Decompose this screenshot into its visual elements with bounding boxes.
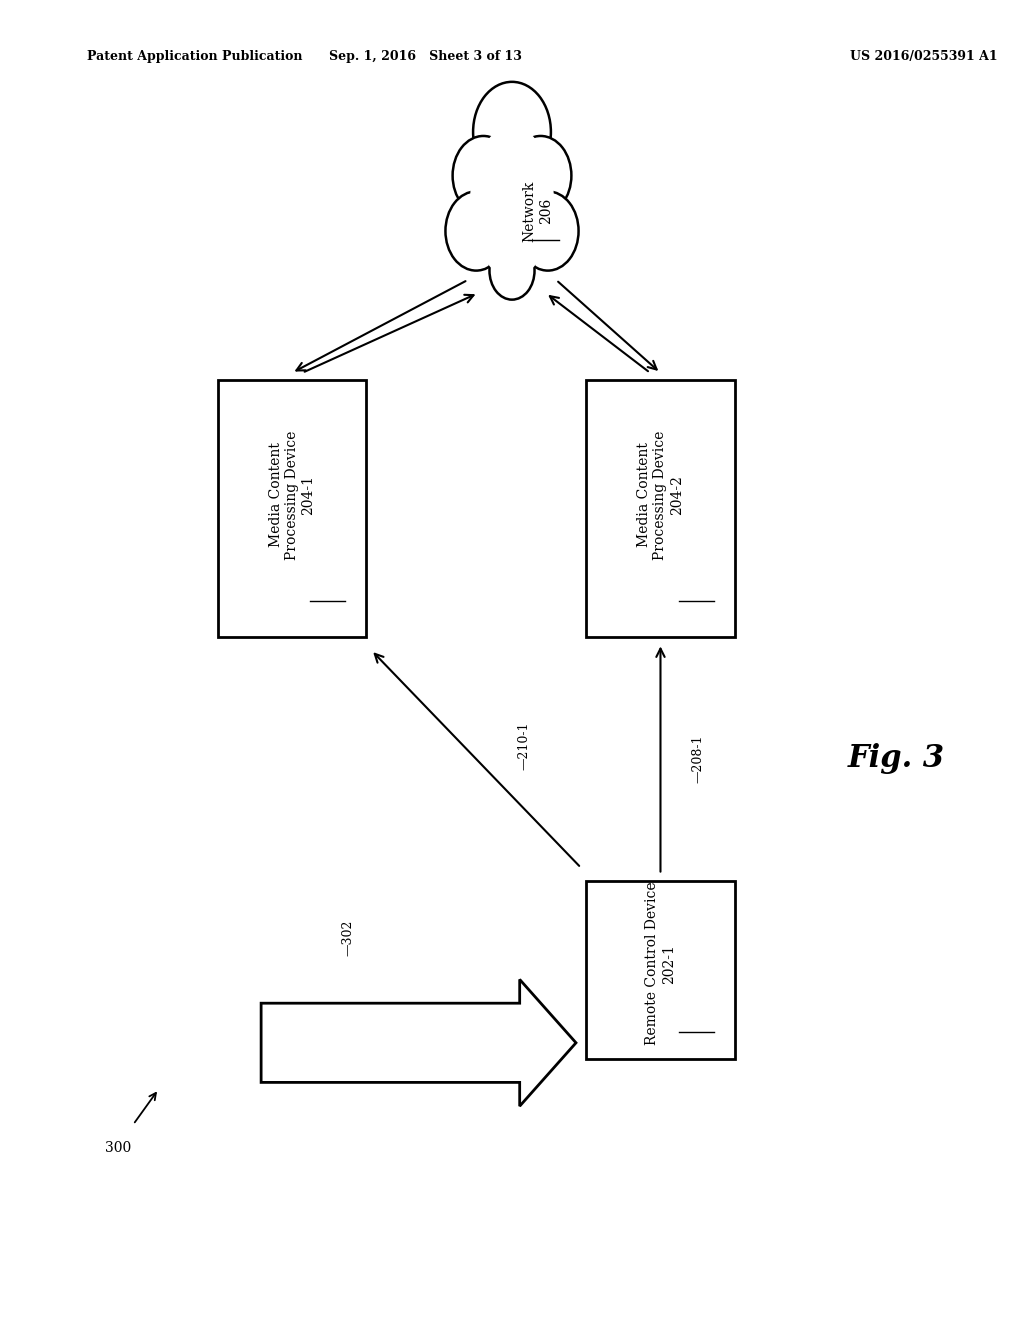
Circle shape [517, 191, 579, 271]
Circle shape [453, 136, 514, 215]
Text: US 2016/0255391 A1: US 2016/0255391 A1 [850, 50, 997, 63]
FancyBboxPatch shape [586, 380, 735, 638]
Text: Media Content
Processing Device
204-2: Media Content Processing Device 204-2 [637, 430, 684, 560]
Text: —210-1: —210-1 [517, 722, 530, 770]
Text: Sep. 1, 2016   Sheet 3 of 13: Sep. 1, 2016 Sheet 3 of 13 [329, 50, 521, 63]
Text: Fig. 3: Fig. 3 [848, 743, 944, 775]
Polygon shape [261, 979, 575, 1106]
Circle shape [473, 82, 551, 182]
Text: Network
206: Network 206 [522, 181, 553, 242]
Circle shape [445, 191, 507, 271]
Text: Remote Control Device
202-1: Remote Control Device 202-1 [645, 882, 676, 1045]
Text: Media Content
Processing Device
204-1: Media Content Processing Device 204-1 [268, 430, 315, 560]
Ellipse shape [470, 125, 554, 279]
Text: 300: 300 [104, 1142, 131, 1155]
Text: Patent Application Publication: Patent Application Publication [87, 50, 302, 63]
FancyBboxPatch shape [586, 882, 735, 1059]
Circle shape [489, 242, 535, 300]
Text: —302: —302 [342, 919, 354, 956]
Text: —208-1: —208-1 [691, 735, 705, 783]
Circle shape [510, 136, 571, 215]
FancyBboxPatch shape [217, 380, 366, 638]
